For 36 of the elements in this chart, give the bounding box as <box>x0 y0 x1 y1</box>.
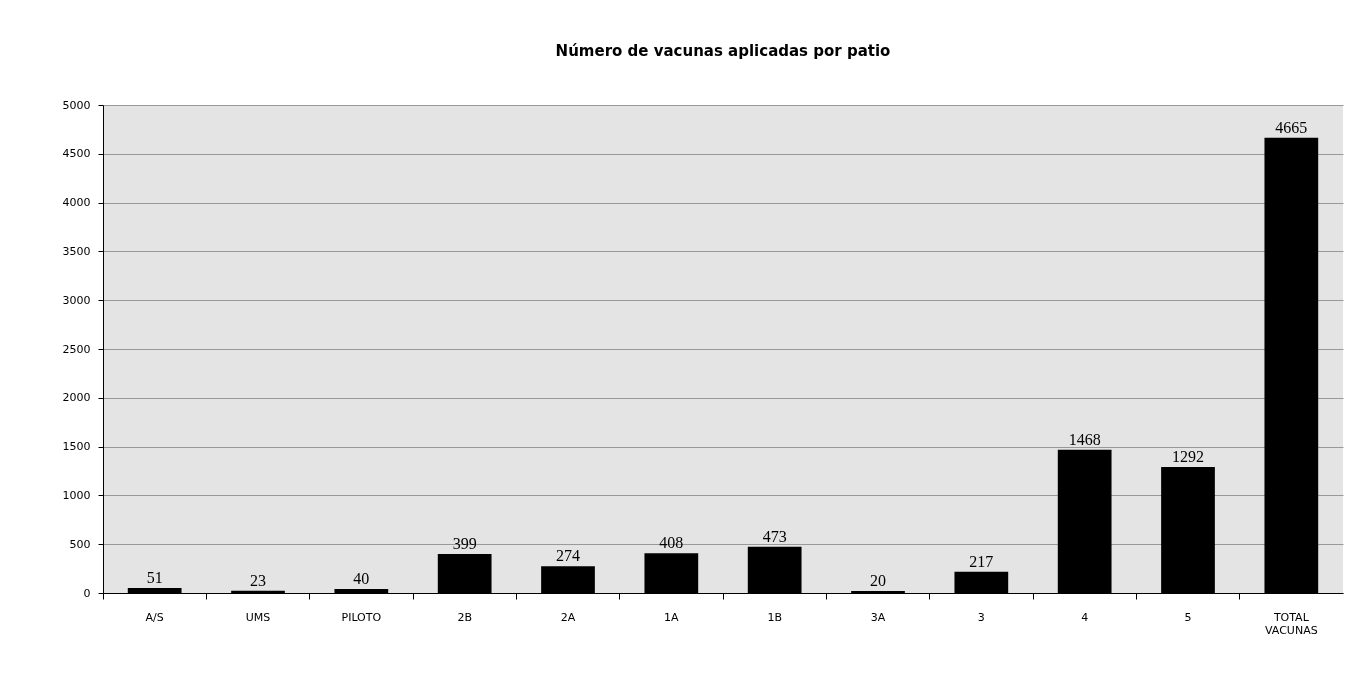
data-label: 4665 <box>1275 118 1308 136</box>
x-tick-label: 3 <box>977 610 985 624</box>
y-tick-label: 2500 <box>62 342 91 356</box>
x-tick-label: TOTAL VACUNAS <box>1265 610 1318 637</box>
y-tick-label: 3000 <box>62 293 91 307</box>
chart-title: Número de vacunas aplicadas por patio <box>555 42 891 60</box>
data-label: 1468 <box>1068 430 1101 448</box>
x-tick-label: 4 <box>1081 610 1089 624</box>
x-tick-label: 3A <box>870 610 886 624</box>
y-tick-label: 5000 <box>62 98 91 112</box>
data-label: 1292 <box>1172 447 1204 465</box>
data-label: 40 <box>353 570 370 588</box>
y-tick-label: 1500 <box>62 440 91 454</box>
x-tick-label: 2B <box>457 610 472 624</box>
x-tick-label: 2A <box>560 610 576 624</box>
y-tick-label: 1000 <box>62 488 91 502</box>
y-tick-label: 3500 <box>62 244 91 258</box>
x-tick-label: PILOTO <box>341 610 382 624</box>
data-label: 399 <box>452 535 477 553</box>
y-tick-label: 0 <box>83 586 91 600</box>
y-tick-label: 500 <box>69 537 91 551</box>
data-label: 51 <box>146 569 163 587</box>
x-tick-label: 1A <box>664 610 680 624</box>
data-label: 217 <box>969 552 994 570</box>
x-tick-label: A/S <box>145 610 164 624</box>
data-label: 23 <box>250 571 266 589</box>
x-tick-label: UMS <box>245 610 271 624</box>
data-label: 473 <box>762 527 787 545</box>
data-label: 408 <box>659 534 684 552</box>
y-tick-label: 4500 <box>62 147 91 161</box>
data-label: 20 <box>870 572 886 590</box>
x-tick-label: 5 <box>1184 610 1192 624</box>
x-tick-label: 1B <box>767 610 782 624</box>
data-label: 274 <box>556 547 580 565</box>
y-tick-label: 4000 <box>62 196 91 210</box>
y-tick-label: 2000 <box>62 391 91 405</box>
